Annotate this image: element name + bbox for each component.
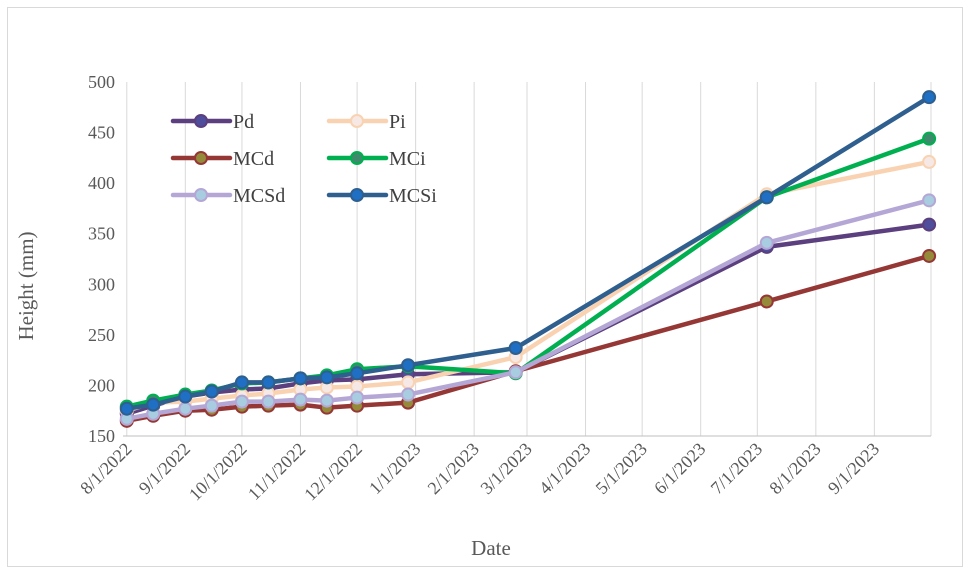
y-tick-label: 200 [88,375,115,395]
data-point [178,389,193,404]
x-tick-label: 9/1/2023 [824,439,883,498]
legend-label: Pi [389,111,406,133]
x-tick-label: 2/1/2023 [424,439,483,498]
legend-entry: MCSd [170,185,285,207]
data-point [261,375,276,390]
legend-entry: Pd [170,111,254,133]
legend-swatch-marker [194,151,208,165]
y-axis-title: Height (mm) [14,231,38,340]
data-point [922,248,937,263]
data-point [350,366,365,381]
legend-entry: MCi [326,148,426,170]
data-point [508,365,523,380]
legend-swatch-marker [350,114,364,128]
data-point [759,190,774,205]
y-tick-label: 500 [88,72,115,92]
data-point [922,131,937,146]
series-MCi [119,131,937,414]
data-point [146,397,161,412]
data-point [401,387,416,402]
data-point [234,394,249,409]
series [119,90,937,428]
data-point [204,398,219,413]
y-tick-label: 350 [88,224,115,244]
legend-label: MCSd [233,185,285,207]
data-point [293,371,308,386]
x-tick-label: 11/1/2022 [244,439,309,504]
y-tick-labels: 150 200 250 300 350 400 450 500 [88,72,115,446]
data-point [293,392,308,407]
x-tick-label: 10/1/2022 [185,439,251,505]
y-tick-label: 450 [88,123,115,143]
x-tick-label: 12/1/2022 [300,439,366,505]
data-point [401,375,416,390]
data-point [401,358,416,373]
x-tick-label: 1/1/2023 [365,439,424,498]
x-tick-labels: 8/1/2022 9/1/202210/1/202211/1/202212/1/2… [76,439,883,505]
data-point [234,375,249,390]
data-point [922,217,937,232]
legend-label: MCi [389,148,426,170]
data-point [204,384,219,399]
x-tick-label: 4/1/2023 [535,439,594,498]
data-point [261,394,276,409]
legend-swatch-marker [350,151,364,165]
data-point [922,154,937,169]
data-point [759,294,774,309]
x-tick-label: 3/1/2023 [476,439,535,498]
data-point [119,401,134,416]
legend-entry: MCSi [326,185,437,207]
y-tick-label: 300 [88,274,115,294]
legend-label: MCd [233,148,274,170]
legend-label: Pd [233,111,254,133]
x-tick-label: 6/1/2023 [650,439,709,498]
legend: Pd Pi MCd MCi MCSd MCSi [170,111,437,207]
data-point [922,193,937,208]
series-MCSi [119,90,937,416]
data-point [178,401,193,416]
chart-frame [7,7,963,567]
legend-entry: MCd [170,148,274,170]
y-tick-label: 250 [88,325,115,345]
legend-swatch-marker [194,114,208,128]
legend-label: MCSi [389,185,437,207]
legend-entry: Pi [326,111,406,133]
data-point [319,370,334,385]
data-point [759,235,774,250]
legend-swatch-marker [350,188,364,202]
data-point [350,390,365,405]
data-point [922,90,937,105]
x-axis-title: Date [471,536,511,560]
x-tick-label: 8/1/2022 [76,439,135,498]
y-tick-label: 150 [88,426,115,446]
x-tick-label: 8/1/2023 [765,439,824,498]
y-tick-label: 400 [88,173,115,193]
data-point [319,393,334,408]
x-tick-label: 7/1/2023 [707,439,766,498]
legend-swatch-marker [194,188,208,202]
x-tick-label: 5/1/2023 [592,439,651,498]
data-point [508,341,523,356]
gridlines [126,82,932,436]
series-MCSd [119,193,937,426]
